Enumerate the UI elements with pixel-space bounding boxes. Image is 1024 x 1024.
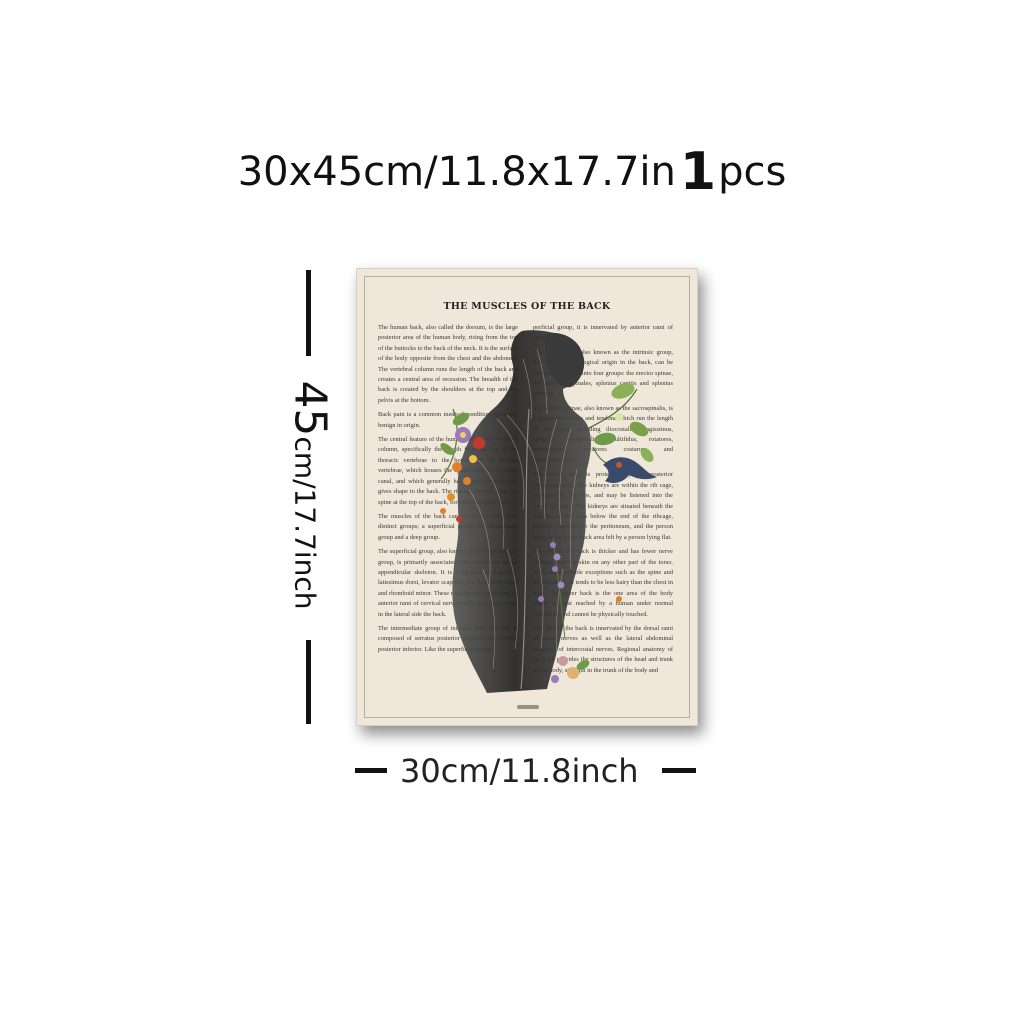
size-text: 30x45cm/11.8x17.7in <box>237 149 676 195</box>
lower-flower-cluster <box>538 538 622 683</box>
height-unit: cm/17.7inch <box>288 436 322 610</box>
height-dimension-label: 45cm/17.7inch <box>285 380 336 609</box>
height-dimension-line-bottom <box>306 640 311 724</box>
product-size-headline: 30x45cm/11.8x17.7in1pcs <box>0 138 1024 202</box>
poster-title: THE MUSCLES OF THE BACK <box>443 301 611 312</box>
quantity-number: 1 <box>679 142 717 202</box>
poster-paragraph: The superficial group, also known as the… <box>378 548 518 618</box>
right-flower-cluster <box>586 383 657 483</box>
head-profile <box>544 332 585 388</box>
poster-print: THE MUSCLES OF THE BACK The human back, … <box>356 268 698 726</box>
width-dimension-label: 30cm/11.8inch <box>400 752 639 790</box>
back-muscle-illustration <box>440 330 657 709</box>
width-dimension-dash-left <box>355 768 387 773</box>
poster-paragraph: The intermediate group of intrinsic back… <box>378 624 518 653</box>
poster-text-left-column: The human back, also called the dorsum, … <box>378 323 518 659</box>
width-dimension-dash-right <box>662 768 696 773</box>
height-dimension-line-top <box>306 270 311 356</box>
spine-line <box>520 408 530 690</box>
poster-paragraph: Back pain is a common medical condition,… <box>378 411 518 429</box>
poster-paragraph: The muscles of the back can be divided i… <box>378 512 518 541</box>
poster-paragraph: The skin of the back is thicker and has … <box>533 548 673 618</box>
height-value: 45 <box>284 380 336 437</box>
poster-paragraph: The skin of the back is innervated by th… <box>533 624 673 674</box>
poster-paragraph: The human back, also called the dorsum, … <box>378 324 519 404</box>
left-flower-cluster <box>440 408 485 522</box>
poster-paragraph: The lower back is protected by the poste… <box>533 471 673 541</box>
quantity-unit: pcs <box>718 149 787 195</box>
footer-ornament <box>517 705 539 709</box>
